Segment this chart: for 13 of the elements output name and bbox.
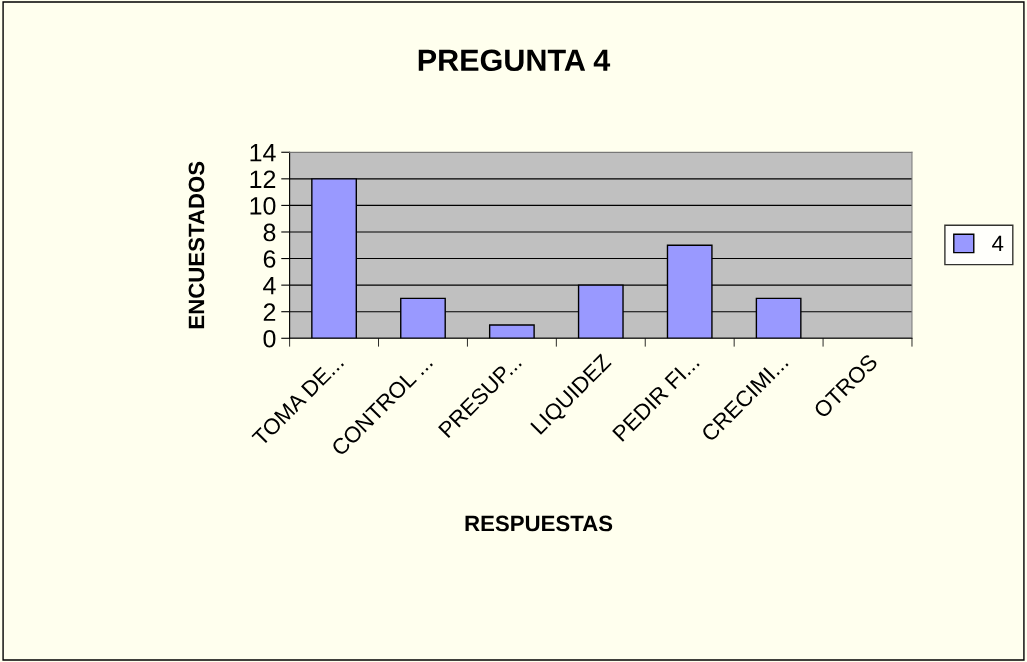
y-tick-label: 8 [263, 223, 276, 242]
chart-title: PREGUNTA 4 [418, 49, 611, 72]
bar [488, 324, 535, 339]
y-tick-label: 2 [263, 303, 276, 321]
y-tick-label: 0 [263, 329, 276, 348]
y-tick-label: 12 [250, 170, 276, 188]
y-tick-label: 14 [250, 144, 276, 162]
y-axis-title: ENCUESTADOS [188, 161, 205, 329]
x-axis-title: RESPUESTAS [465, 515, 613, 532]
legend-label: 4 [992, 235, 1004, 252]
y-tick-label: 6 [263, 250, 276, 268]
y-tick-label: 4 [263, 276, 276, 295]
y-tick-label: 10 [250, 197, 276, 215]
